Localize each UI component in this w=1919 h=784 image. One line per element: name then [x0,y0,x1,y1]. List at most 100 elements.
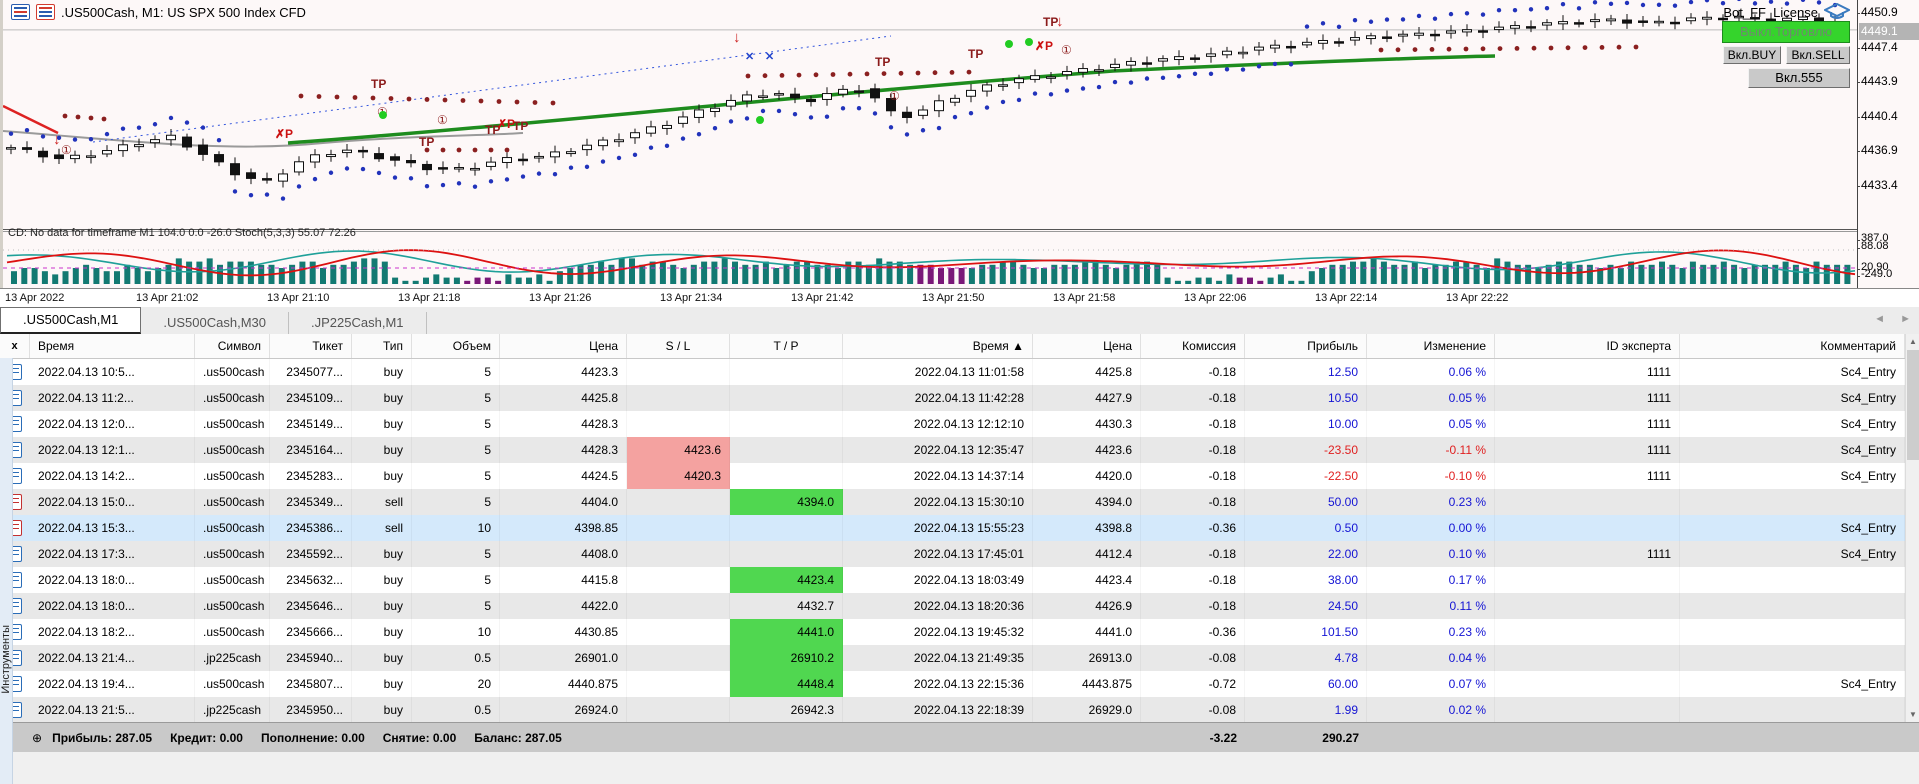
cell-commission: -0.36 [1141,515,1245,541]
cell-symbol: .jp225cash [195,645,270,671]
summary-commission-total: -3.22 [1209,731,1237,745]
cell-type: buy [352,385,412,411]
tab-scroll-arrows[interactable]: ◄ ► [1874,313,1917,325]
price-axis-label: 4450.9 [1857,5,1898,19]
table-row[interactable]: 2022.04.13 10:5... .us500cash 2345077... bu… [0,359,1905,385]
cell-volume: 5 [412,489,500,515]
svg-text:①: ① [437,113,448,127]
price-axis[interactable]: 4450.9 4447.4 4443.9 4440.4 4436.9 4433.4 387.… [1856,0,1919,288]
toolbox-side-tab[interactable]: Инструменты [0,358,13,784]
cell-sl: 4420.3 [627,463,730,489]
column-header-tp[interactable]: T / P [730,334,843,358]
cell-type: buy [352,697,412,722]
cell-tp [730,385,843,411]
cell-sl [627,567,730,593]
column-header-комиссия[interactable]: Комиссия [1141,334,1245,358]
cell-change: 0.07 % [1367,671,1495,697]
chart-tab--us500cash-m30[interactable]: .US500Cash,M30 [141,312,290,334]
cell-tp: 4432.7 [730,593,843,619]
table-row[interactable]: 2022.04.13 15:0... .us500cash 2345349... se… [0,489,1905,515]
price-axis-label: 4440.4 [1857,109,1898,123]
enable-buy-button[interactable]: Вкл.BUY [1723,46,1781,64]
cell-change: -0.11 % [1367,437,1495,463]
table-row[interactable]: 2022.04.13 11:2... .us500cash 2345109... bu… [0,385,1905,411]
table-row[interactable]: 2022.04.13 12:1... .us500cash 2345164... bu… [0,437,1905,463]
time-axis-label: 13 Apr 21:50 [922,292,985,304]
table-row[interactable]: 2022.04.13 21:4... .jp225cash 2345940... bu… [0,645,1905,671]
column-header-символ[interactable]: Символ [195,334,270,358]
svg-text:↓: ↓ [53,131,61,148]
scroll-thumb[interactable] [1907,350,1919,460]
cell-change: 0.06 % [1367,359,1495,385]
column-header-тип[interactable]: Тип [352,334,412,358]
cell-profit: 22.00 [1245,541,1367,567]
column-header-тикет[interactable]: Тикет [270,334,352,358]
scroll-up-icon[interactable]: ▲ [1906,334,1919,349]
depth-of-market-icon[interactable] [11,4,30,20]
column-header-цена[interactable]: Цена [500,334,627,358]
enable-sell-button[interactable]: Вкл.SELL [1786,46,1850,64]
cell-price-open: 4425.8 [500,385,627,411]
table-row[interactable]: 2022.04.13 21:5... .jp225cash 2345950... bu… [0,697,1905,722]
table-row[interactable]: 2022.04.13 14:2... .us500cash 2345283... bu… [0,463,1905,489]
cell-profit: 24.50 [1245,593,1367,619]
cell-change: 0.17 % [1367,567,1495,593]
chart-tab--jp225cash-m1[interactable]: .JP225Cash,M1 [289,312,427,334]
table-row[interactable]: 2022.04.13 18:2... .us500cash 2345666... bu… [0,619,1905,645]
summary-item-снятие: Снятие: 0.00 [382,731,457,745]
column-header-idэксперта[interactable]: ID эксперта [1495,334,1680,358]
enable-555-button[interactable]: Вкл.555 [1748,68,1850,88]
column-header-прибыль[interactable]: Прибыль [1245,334,1367,358]
table-row[interactable]: 2022.04.13 18:0... .us500cash 2345646... bu… [0,593,1905,619]
cell-time-close: 2022.04.13 22:15:36 [843,671,1033,697]
table-row[interactable]: 2022.04.13 15:3... .us500cash 2345386... se… [0,515,1905,541]
table-row[interactable]: 2022.04.13 17:3... .us500cash 2345592... bu… [0,541,1905,567]
cell-expert-id: 1111 [1495,541,1680,567]
cell-profit: 0.50 [1245,515,1367,541]
cell-time-close: 2022.04.13 19:45:32 [843,619,1033,645]
cell-ticket: 2345386... [270,515,352,541]
column-header-время[interactable]: Время [30,334,195,358]
close-table-button[interactable]: x [0,334,30,358]
scroll-down-icon[interactable]: ▼ [1906,707,1919,722]
chart-type-icon[interactable] [36,4,55,20]
cell-symbol: .us500cash [195,619,270,645]
cell-ticket: 2345283... [270,463,352,489]
cell-time-close: 2022.04.13 21:49:35 [843,645,1033,671]
cell-time-open: 2022.04.13 12:1... [30,437,195,463]
cell-ticket: 2345666... [270,619,352,645]
vertical-scrollbar[interactable]: ▲ ▼ [1905,334,1919,722]
column-header-комментарий[interactable]: Комментарий [1680,334,1905,358]
cell-profit: 1.99 [1245,697,1367,722]
cell-expert-id [1495,515,1680,541]
cell-profit: 101.50 [1245,619,1367,645]
cell-volume: 0.5 [412,697,500,722]
cell-ticket: 2345940... [270,645,352,671]
column-header-sl[interactable]: S / L [627,334,730,358]
cell-comment: Sc4_Entry [1680,515,1905,541]
chart-tab--us500cash-m1[interactable]: .US500Cash,M1 [0,307,142,334]
chart-title: .US500Cash, M1: US SPX 500 Index CFD [11,4,306,20]
cell-change: 0.04 % [1367,645,1495,671]
cell-ticket: 2345149... [270,411,352,437]
cell-time-open: 2022.04.13 18:0... [30,593,195,619]
cell-commission: -0.18 [1141,593,1245,619]
cell-symbol: .us500cash [195,437,270,463]
column-header-изменение[interactable]: Изменение [1367,334,1495,358]
cell-symbol: .us500cash [195,515,270,541]
cell-volume: 20 [412,671,500,697]
table-row[interactable]: 2022.04.13 12:0... .us500cash 2345149... bu… [0,411,1905,437]
table-row[interactable]: 2022.04.13 18:0... .us500cash 2345632... bu… [0,567,1905,593]
cell-profit: 10.00 [1245,411,1367,437]
cell-ticket: 2345646... [270,593,352,619]
column-header-объем[interactable]: Объем [412,334,500,358]
table-row[interactable]: 2022.04.13 19:4... .us500cash 2345807... bu… [0,671,1905,697]
cell-commission: -0.36 [1141,619,1245,645]
time-axis[interactable]: 13 Apr 2022 13 Apr 21:02 13 Apr 21:10 13 Ap… [0,288,1919,309]
column-header-цена[interactable]: Цена [1033,334,1141,358]
plus-circle-icon[interactable]: ⊕ [32,731,43,745]
disable-trading-button[interactable]: Выкл.Торговлю [1722,21,1850,43]
column-header-время[interactable]: Время ▲ [843,334,1033,358]
